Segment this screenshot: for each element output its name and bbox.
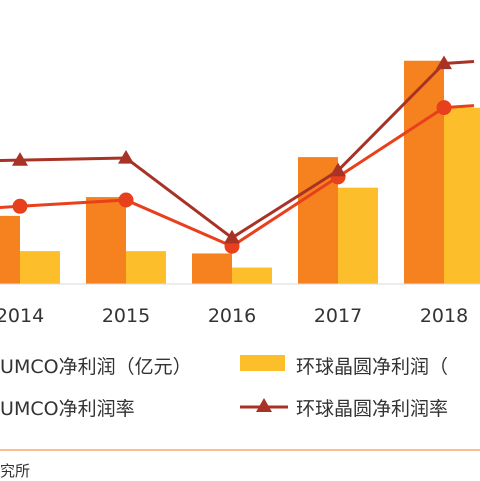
x-tick-labels: 2014 2015 2016 2017 2018 <box>0 305 468 327</box>
legend: SUMCO净利润（亿元） 环球晶圆净利润（ SUMCO净利润率 环球晶圆净利润率 <box>0 355 448 420</box>
legend-label-gw-rate: 环球晶圆净利润率 <box>296 398 448 420</box>
legend-marker-gw-rate <box>256 398 272 412</box>
bar-gw-2015 <box>126 251 166 284</box>
point-sumco-rate-2018 <box>436 100 452 116</box>
line-sumco-rate <box>0 104 475 248</box>
bar-gw-2014 <box>20 251 60 284</box>
x-tick-2014: 2014 <box>0 305 44 327</box>
point-gw-rate-2016 <box>224 229 240 244</box>
legend-label-sumco-profit: SUMCO净利润（亿元） <box>0 356 192 378</box>
point-sumco-rate-2014 <box>12 198 28 214</box>
line-gw-rate <box>0 60 475 240</box>
bar-sumco-2016 <box>192 253 232 284</box>
source-note: 究所 <box>0 462 31 480</box>
x-tick-2016: 2016 <box>208 305 256 327</box>
bar-gw-2016 <box>232 267 272 284</box>
bar-sumco-2018 <box>404 60 444 284</box>
legend-swatch-gw-profit <box>240 355 285 371</box>
bars-layer <box>0 60 480 284</box>
legend-label-gw-profit: 环球晶圆净利润（ <box>296 356 448 378</box>
bar-sumco-2015 <box>86 197 126 284</box>
x-tick-2015: 2015 <box>102 305 150 327</box>
x-tick-2017: 2017 <box>314 305 362 327</box>
lines-layer <box>0 55 475 254</box>
bar-sumco-2014 <box>0 215 20 284</box>
point-gw-rate-2017 <box>330 162 346 177</box>
bar-gw-2018 <box>444 107 480 284</box>
point-gw-rate-2014 <box>12 152 28 166</box>
bar-gw-2017 <box>338 187 378 284</box>
x-tick-2018: 2018 <box>420 305 468 327</box>
legend-label-sumco-rate: SUMCO净利润率 <box>0 398 135 420</box>
point-sumco-rate-2015 <box>118 192 134 208</box>
point-gw-rate-2015 <box>118 150 134 164</box>
point-gw-rate-2018 <box>436 55 452 70</box>
